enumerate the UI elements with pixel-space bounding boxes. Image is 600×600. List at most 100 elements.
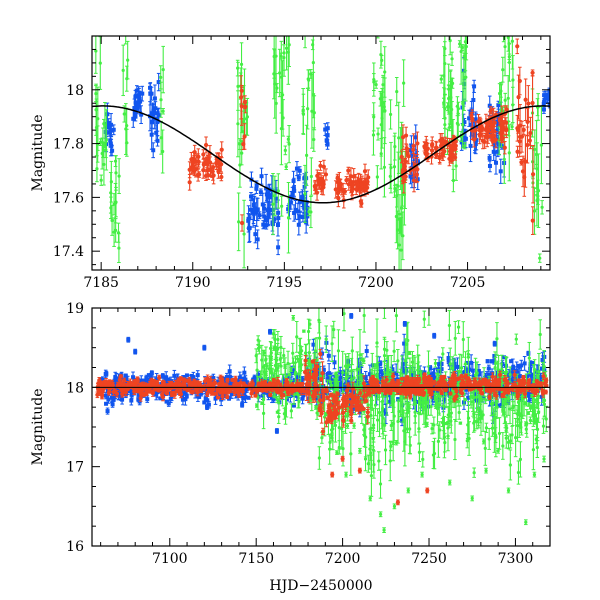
bottom-green-outlier-point bbox=[470, 495, 475, 502]
bottom-blue-point bbox=[332, 355, 337, 370]
top-red-point bbox=[406, 148, 411, 165]
bottom-blue-point bbox=[129, 395, 134, 406]
bottom-green-point bbox=[349, 431, 353, 476]
top-green-point bbox=[109, 160, 114, 203]
bottom-red-point bbox=[448, 391, 453, 396]
bottom-red-point bbox=[263, 387, 268, 393]
bottom-red-point bbox=[492, 379, 497, 384]
bottom-red-point bbox=[481, 379, 486, 384]
top-green-point bbox=[301, 93, 306, 135]
bottom-green-point bbox=[317, 446, 322, 470]
top-blue-point bbox=[276, 239, 281, 256]
top-ticks: 7185 7190 7195 7200 7205 17.4 17.6 17.8 18 bbox=[53, 35, 550, 291]
bottom-green-outlier-point bbox=[420, 471, 424, 478]
model-curve-line bbox=[92, 105, 550, 204]
bottom-red-point bbox=[253, 393, 258, 398]
bottom-red-point bbox=[400, 385, 406, 391]
bottom-green-point bbox=[453, 320, 458, 356]
top-green-point bbox=[158, 65, 163, 90]
top-red-point bbox=[337, 181, 342, 189]
top-blue-point bbox=[487, 159, 492, 173]
bottom-blue-point bbox=[146, 373, 151, 378]
bottom-green-point bbox=[528, 416, 533, 425]
top-green-point bbox=[537, 253, 542, 263]
bottom-red-point bbox=[250, 389, 255, 394]
top-green-point bbox=[379, 137, 383, 170]
top-y-axis-label: Magnitude bbox=[30, 114, 46, 191]
bottom-blue-point bbox=[326, 350, 331, 362]
top-green-point bbox=[112, 217, 116, 247]
top-blue-point bbox=[154, 124, 159, 142]
bottom-green-point bbox=[408, 436, 413, 455]
y-tick-label: 19 bbox=[66, 301, 84, 317]
top-blue-point bbox=[259, 167, 264, 185]
top-green-point bbox=[305, 87, 310, 130]
top-green-point bbox=[99, 174, 104, 186]
bottom-red-point bbox=[164, 388, 169, 394]
top-red-point bbox=[316, 174, 322, 190]
bottom-blue-point bbox=[486, 364, 491, 373]
bottom-blue-outlier-point bbox=[274, 428, 279, 434]
top-red-point bbox=[521, 124, 526, 135]
bottom-blue-point bbox=[160, 373, 165, 379]
top-green-point bbox=[536, 93, 540, 121]
top-green-point bbox=[104, 109, 109, 171]
bottom-blue-outlier-point bbox=[349, 313, 354, 319]
bottom-green-outlier-point bbox=[392, 503, 397, 510]
bottom-red-point bbox=[416, 389, 421, 394]
top-green-point bbox=[279, 52, 283, 60]
top-green-point bbox=[378, 91, 383, 107]
bottom-red-point bbox=[521, 377, 526, 383]
top-red-point bbox=[491, 128, 496, 143]
x-tick-label: 7195 bbox=[267, 275, 303, 291]
bottom-blue-point bbox=[378, 360, 383, 367]
bottom-blue-point bbox=[522, 356, 527, 371]
top-red-point bbox=[500, 117, 505, 131]
top-green-point bbox=[451, 168, 456, 193]
bottom-green-point bbox=[534, 398, 538, 402]
bottom-green-point bbox=[472, 467, 476, 478]
bottom-blue-outlier-point bbox=[402, 320, 407, 327]
top-red-point bbox=[527, 135, 532, 146]
bottom-green-point bbox=[383, 434, 388, 466]
top-red-point bbox=[321, 159, 326, 174]
bottom-red-point bbox=[169, 380, 174, 386]
top-green-point bbox=[503, 92, 508, 108]
top-red-point bbox=[411, 168, 417, 193]
top-green-point bbox=[375, 165, 380, 189]
top-green-point bbox=[271, 173, 275, 236]
bottom-green-point bbox=[433, 359, 438, 368]
top-red-point bbox=[515, 38, 520, 55]
top-green-point bbox=[94, 98, 99, 157]
bottom-green-point bbox=[345, 422, 350, 429]
top-green-point bbox=[114, 155, 118, 191]
bottom-red-point bbox=[368, 379, 373, 385]
bottom-red-point bbox=[180, 377, 185, 382]
top-green-point bbox=[109, 196, 113, 220]
top-blue-point bbox=[296, 174, 301, 182]
bottom-green-point bbox=[392, 340, 396, 363]
bottom-blue-point bbox=[104, 401, 109, 406]
top-red-point bbox=[498, 125, 503, 141]
top-green-point bbox=[281, 99, 285, 137]
top-red-point bbox=[219, 172, 224, 182]
top-green-point bbox=[284, 36, 289, 71]
bottom-red-point bbox=[281, 393, 286, 398]
bottom-red-point bbox=[213, 391, 219, 396]
bottom-blue-point bbox=[106, 395, 111, 404]
top-red-point bbox=[344, 176, 349, 185]
bottom-blue-point bbox=[123, 373, 128, 378]
top-red-point bbox=[335, 188, 340, 198]
bottom-green-point bbox=[362, 308, 366, 333]
top-green-point bbox=[303, 0, 307, 30]
top-green-point bbox=[463, 142, 467, 150]
bottom-red-outlier-point bbox=[425, 487, 430, 494]
top-red-point bbox=[472, 131, 477, 148]
bottom-red-point bbox=[271, 381, 276, 387]
top-green-point bbox=[382, 46, 387, 98]
top-red-point bbox=[312, 181, 317, 191]
bottom-green-outlier-point bbox=[382, 527, 386, 534]
bottom-green-point bbox=[487, 427, 491, 450]
bottom-blue-outlier-point bbox=[268, 328, 273, 335]
bottom-blue-point bbox=[105, 407, 110, 415]
